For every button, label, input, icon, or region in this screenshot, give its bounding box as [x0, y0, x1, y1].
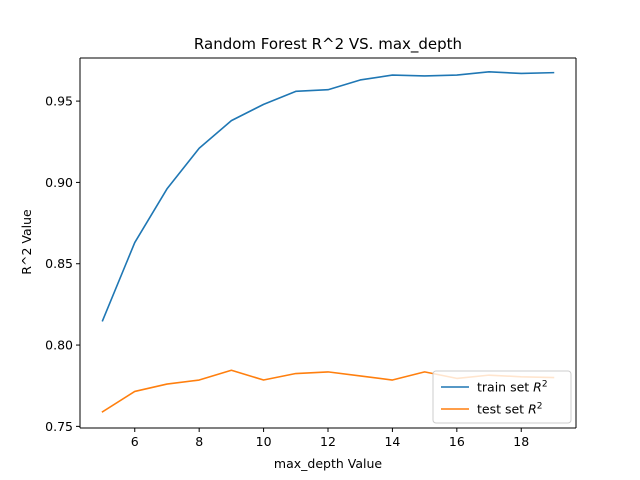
x-tick-label: 14 — [384, 434, 400, 449]
legend-label-test: test set R2 — [477, 402, 542, 417]
legend-box — [432, 370, 572, 424]
legend-label-train: train set R2 — [477, 380, 548, 395]
y-tick-label: 0.85 — [45, 256, 73, 271]
x-tick-label: 6 — [131, 434, 139, 449]
y-tick-label: 0.95 — [45, 94, 73, 109]
x-tick-label: 16 — [449, 434, 465, 449]
x-tick-label: 10 — [256, 434, 272, 449]
y-tick-label: 0.80 — [45, 338, 73, 353]
x-tick-label: 12 — [320, 434, 336, 449]
y-axis-label: R^2 Value — [19, 209, 34, 275]
x-tick-label: 18 — [513, 434, 529, 449]
y-tick-label: 0.75 — [45, 419, 73, 434]
y-tick-label: 0.90 — [45, 175, 73, 190]
plot-area: 6 8 10 12 14 16 18 0.75 0.80 0.85 0.90 0.95 train se… — [45, 57, 577, 449]
series-line-train — [101, 71, 555, 322]
x-tick-label: 8 — [195, 434, 203, 449]
x-axis-label: max_depth Value — [274, 456, 382, 471]
chart-title: Random Forest R^2 VS. max_depth — [194, 35, 462, 54]
legend: train set R2 test set R2 — [432, 370, 572, 424]
